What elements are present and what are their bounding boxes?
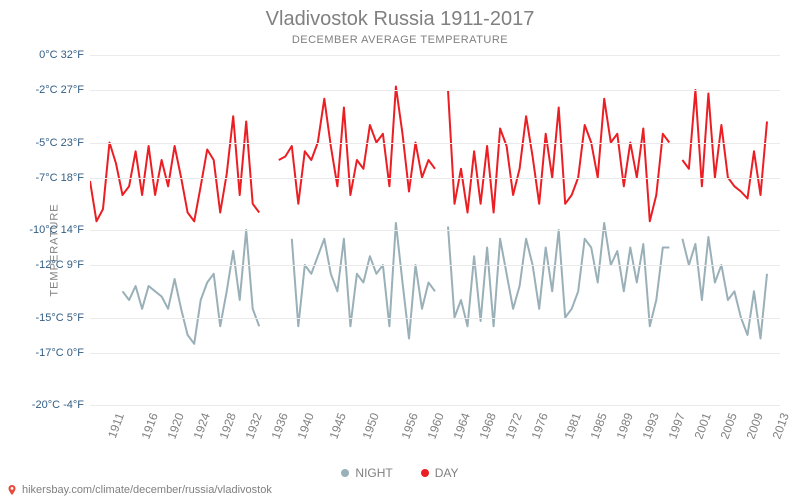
x-tick-label: 2013 [770, 411, 792, 441]
gridline [90, 230, 780, 231]
gridline [90, 265, 780, 266]
x-tick-label: 1964 [451, 411, 473, 441]
y-tick-label: -17°C 0°F [35, 347, 84, 359]
x-tick-label: 1993 [639, 411, 661, 441]
x-tick-label: 1920 [164, 411, 186, 441]
x-tick-label: 1956 [398, 411, 420, 441]
x-tick-label: 1989 [613, 411, 635, 441]
x-tick-label: 1972 [503, 411, 525, 441]
temperature-chart: Vladivostok Russia 1911-2017 DECEMBER AV… [0, 0, 800, 500]
x-tick-label: 2005 [717, 411, 739, 441]
map-pin-icon [6, 484, 18, 496]
chart-subtitle: DECEMBER AVERAGE TEMPERATURE [0, 34, 800, 46]
y-tick-label: 0°C 32°F [39, 49, 84, 61]
x-tick-label: 1960 [425, 411, 447, 441]
y-tick-label: -7°C 18°F [35, 172, 84, 184]
x-tick-label: 1911 [105, 411, 127, 440]
y-tick-label: -10°C 14°F [29, 224, 84, 236]
x-tick-label: 1945 [327, 411, 349, 441]
series-day [682, 90, 767, 199]
legend-marker-day [421, 469, 429, 477]
x-tick-label: 2009 [743, 411, 765, 441]
x-tick-label: 1928 [216, 411, 238, 441]
x-tick-label: 1950 [359, 411, 381, 441]
series-night [682, 237, 767, 339]
x-tick-label: 1997 [665, 411, 687, 441]
series-night [448, 223, 669, 326]
x-tick-label: 1968 [477, 411, 499, 441]
legend-item-night: NIGHT [341, 466, 392, 480]
y-tick-label: -2°C 27°F [35, 84, 84, 96]
x-tick-label: 1924 [190, 411, 212, 441]
attribution-text: hikersbay.com/climate/december/russia/vl… [22, 484, 272, 496]
legend-marker-night [341, 469, 349, 477]
x-tick-label: 1916 [138, 411, 160, 441]
x-tick-label: 1932 [242, 411, 264, 441]
series-day [90, 116, 259, 221]
legend-label-night: NIGHT [355, 466, 392, 480]
x-tick-label: 1985 [587, 411, 609, 441]
x-tick-label: 1981 [561, 411, 583, 441]
gridline [90, 178, 780, 179]
y-tick-label: -12°C 9°F [35, 259, 84, 271]
gridline [90, 353, 780, 354]
x-tick-label: 1976 [529, 411, 551, 441]
gridline [90, 405, 780, 406]
x-tick-label: 1940 [294, 411, 316, 441]
legend-item-day: DAY [421, 466, 459, 480]
gridline [90, 55, 780, 56]
attribution: hikersbay.com/climate/december/russia/vl… [6, 484, 272, 496]
x-tick-label: 2001 [691, 411, 713, 441]
series-night [123, 230, 260, 344]
y-tick-label: -15°C 5°F [35, 312, 84, 324]
legend: NIGHT DAY [0, 466, 800, 480]
series-night [292, 223, 435, 339]
chart-title: Vladivostok Russia 1911-2017 [0, 8, 800, 31]
x-tick-label: 1936 [268, 411, 290, 441]
y-tick-label: -20°C -4°F [32, 399, 84, 411]
gridline [90, 143, 780, 144]
series-day [279, 87, 435, 204]
series-day [448, 90, 669, 221]
legend-label-day: DAY [435, 466, 459, 480]
gridline [90, 90, 780, 91]
y-axis-label: TEMPERATURE [49, 203, 61, 296]
y-tick-label: -5°C 23°F [35, 137, 84, 149]
gridline [90, 318, 780, 319]
